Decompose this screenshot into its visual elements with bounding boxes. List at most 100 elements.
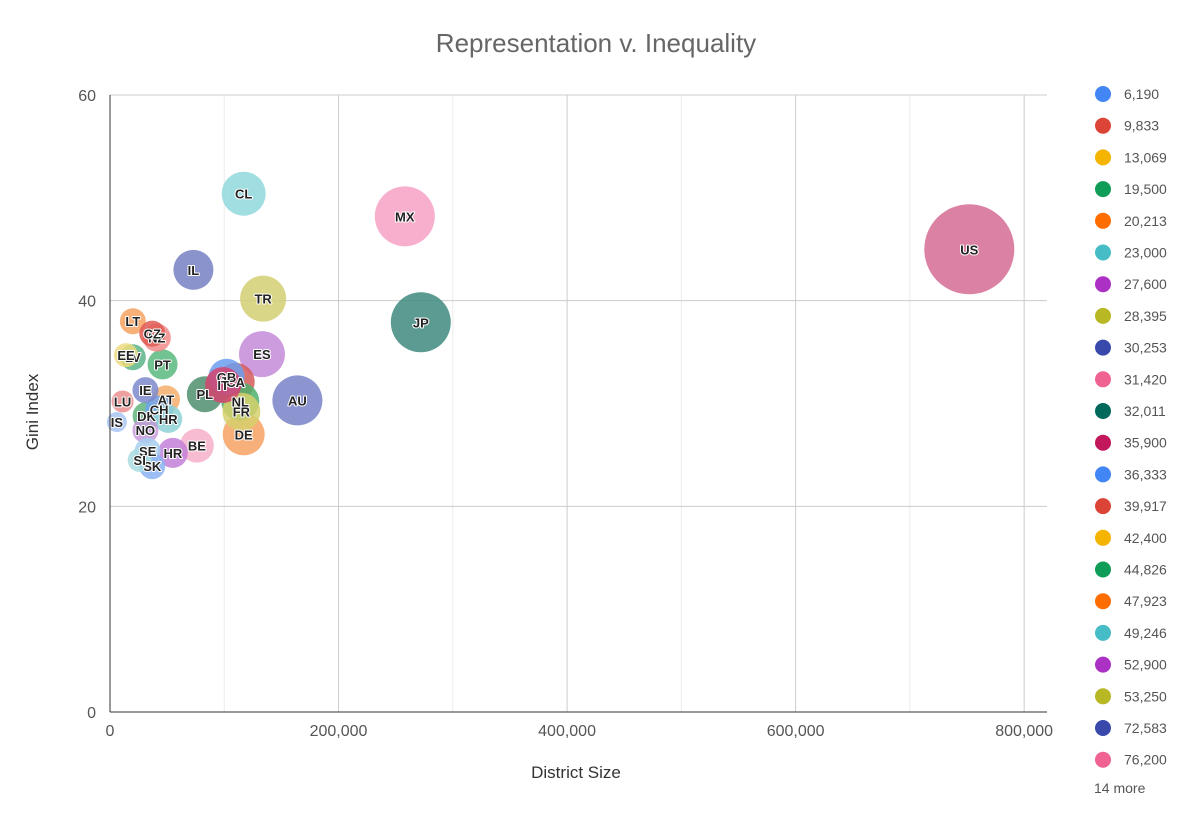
legend-label: 9,833 [1124,118,1159,134]
x-tick-label: 200,000 [310,723,368,740]
legend-label: 42,400 [1124,530,1167,546]
legend-label: 35,900 [1124,435,1167,451]
gridlines [110,94,1047,712]
bubble-is [106,412,127,433]
y-tick-label: 60 [78,88,96,105]
bubble-label-be: BE [188,439,206,454]
bubble-es [238,331,285,378]
bubble-il [173,249,214,290]
bubble-label-tr: TR [254,292,272,307]
bubble-cz [139,320,166,347]
bubble-label-pl: PL [197,387,214,402]
legend-swatch [1095,656,1111,673]
legend-swatch [1095,181,1111,198]
legend-label: 47,923 [1124,593,1167,609]
bubble-label-ee: EE [117,348,135,363]
x-tick-label: 400,000 [538,723,596,740]
bubble-label-cl: CL [235,187,252,202]
legend: 6,190 9,833 13,069 19,500 20,213 23,000 27,600… [1095,86,1167,768]
legend-label: 53,250 [1124,688,1167,704]
legend-swatch [1095,434,1111,451]
bubble-label-se: SE [139,444,157,459]
bubble-fr [222,392,261,431]
y-tick-label: 40 [78,294,96,311]
legend-swatch [1095,751,1111,768]
legend-label: 23,000 [1124,245,1167,261]
bubble-label-gb: GB [217,370,237,385]
legend-swatch [1095,403,1111,419]
legend-label: 6,190 [1124,86,1159,102]
legend-label: 36,333 [1124,466,1167,482]
bubble-mx [374,186,435,247]
bubble-label-lu: LU [114,394,131,409]
bubble-no [132,417,159,444]
bubble-label-nz: NZ [148,331,165,346]
legend-swatch [1095,593,1111,610]
bubble-label-no: NO [136,423,156,438]
bubble-be [179,428,214,463]
bubble-label-sk: SK [143,459,162,474]
legend-label: 13,069 [1124,149,1167,165]
legend-swatch [1095,307,1111,324]
bubble-label-at: AT [158,392,174,407]
bubble-label-cz: CZ [144,327,161,342]
y-tick-label: 20 [78,499,96,516]
x-tick-label: 0 [106,723,115,740]
bubble-label-mx: MX [395,209,415,224]
legend-swatch [1095,720,1111,736]
bubble-label-is: IS [111,415,124,430]
bubble-lu [111,390,134,413]
bubble-jp [390,292,451,353]
bubble-label-de: DE [235,427,253,442]
chart-title: Representation v. Inequality [436,28,756,58]
bubble-ee [113,343,138,368]
bubble-hr [154,404,183,433]
legend-swatch [1095,339,1111,356]
bubble-si [127,448,152,473]
bubble-label-il: IL [188,263,200,278]
bubble-label-au: AU [288,393,307,408]
bubble-label-hr: HR [163,446,182,461]
legend-swatch [1095,498,1111,515]
bubble-label-ie: IE [139,383,152,398]
legend-swatch [1095,276,1111,293]
legend-label: 32,011 [1124,403,1166,419]
legend-label: 52,900 [1124,657,1167,673]
bubble-label-nl: NL [232,394,249,409]
bubble-label-dk: DK [137,409,156,424]
x-axis-title: District Size [531,763,621,782]
bubble-hr [157,437,188,468]
legend-label: 49,246 [1124,625,1167,641]
bubble-label-it: IT [217,378,229,393]
bubble-label-us: US [960,242,978,257]
y-tick-label: 0 [87,705,96,722]
legend-swatch [1095,117,1111,134]
legend-label: 27,600 [1124,276,1167,292]
legend-swatch [1095,86,1111,102]
bubble-label-si: SI [134,453,146,468]
legend-swatch [1095,561,1111,578]
legend-swatch [1095,244,1111,261]
bubble-label-es: ES [253,347,271,362]
x-tick-label: 800,000 [995,723,1053,740]
bubble-label-hr: HR [159,412,178,427]
bubble-cl [221,171,266,216]
legend-label: 20,213 [1124,213,1167,229]
legend-swatch [1095,212,1111,229]
legend-more-link[interactable]: 14 more [1094,780,1146,796]
bubble-ie [132,377,159,404]
bubble-label-fr: FR [233,405,251,420]
bubble-pt [147,349,178,380]
bubbles [106,171,1015,480]
y-axis-title: Gini Index [23,373,42,450]
legend-swatch [1095,371,1111,388]
bubble-label-jp: JP [413,315,429,330]
legend-swatch [1095,466,1111,483]
legend-label: 28,395 [1124,308,1167,324]
legend-swatch [1095,624,1111,641]
bubble-it [205,366,242,403]
bubble-label-pt: PT [154,357,171,372]
bubble-label-lv: LV [125,350,141,365]
bubble-label-lt: LT [125,314,140,329]
